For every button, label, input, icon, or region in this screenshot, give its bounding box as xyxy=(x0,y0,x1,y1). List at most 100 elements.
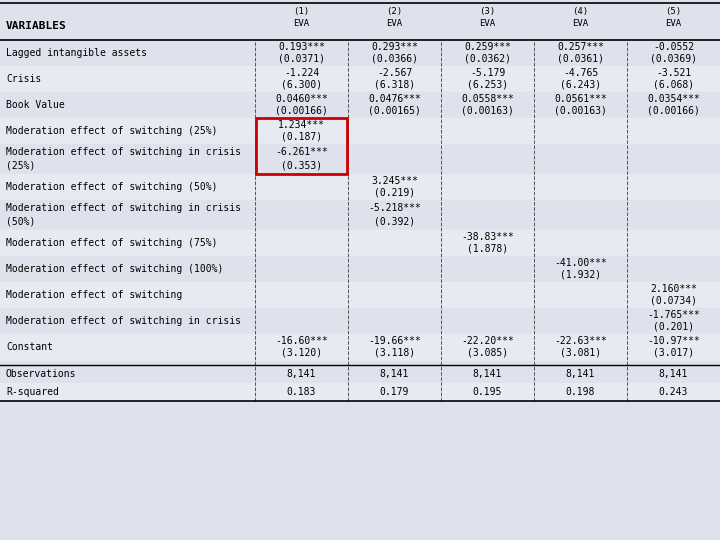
Bar xyxy=(256,118,347,174)
Text: 8,141: 8,141 xyxy=(287,369,316,379)
Text: Moderation effect of switching in crisis: Moderation effect of switching in crisis xyxy=(6,147,241,157)
Text: 0.259***: 0.259*** xyxy=(464,42,511,52)
Text: 3.245***: 3.245*** xyxy=(371,176,418,186)
Text: -5.179: -5.179 xyxy=(470,68,505,78)
Text: (3): (3) xyxy=(480,7,495,16)
Text: (3.081): (3.081) xyxy=(560,348,601,357)
Text: (6.253): (6.253) xyxy=(467,80,508,90)
Text: VARIABLES: VARIABLES xyxy=(6,21,67,31)
Text: (0.0361): (0.0361) xyxy=(557,53,604,64)
Text: EVA: EVA xyxy=(387,19,402,28)
Text: 2.160***: 2.160*** xyxy=(650,284,697,294)
Bar xyxy=(0,365,720,383)
Bar xyxy=(0,144,720,174)
Text: (0.00163): (0.00163) xyxy=(554,106,607,116)
Text: 0.0561***: 0.0561*** xyxy=(554,94,607,104)
Text: (0.392): (0.392) xyxy=(374,217,415,227)
Text: Moderation effect of switching (75%): Moderation effect of switching (75%) xyxy=(6,238,217,248)
Bar xyxy=(0,334,720,360)
Text: Observations: Observations xyxy=(6,369,76,379)
Text: (0.0369): (0.0369) xyxy=(650,53,697,64)
Text: (0.0734): (0.0734) xyxy=(650,296,697,306)
Text: (6.068): (6.068) xyxy=(653,80,694,90)
Text: -22.20***: -22.20*** xyxy=(461,336,514,346)
Text: EVA: EVA xyxy=(572,19,588,28)
Text: (0.00166): (0.00166) xyxy=(647,106,700,116)
Text: (0.00163): (0.00163) xyxy=(461,106,514,116)
Bar xyxy=(0,66,720,92)
Text: Moderation effect of switching in crisis: Moderation effect of switching in crisis xyxy=(6,204,241,213)
Text: 8,141: 8,141 xyxy=(566,369,595,379)
Text: (25%): (25%) xyxy=(6,160,35,171)
Text: (0.0362): (0.0362) xyxy=(464,53,511,64)
Text: 0.0460***: 0.0460*** xyxy=(275,94,328,104)
Text: Moderation effect of switching: Moderation effect of switching xyxy=(6,290,182,300)
Text: (3.120): (3.120) xyxy=(281,348,322,357)
Text: 0.257***: 0.257*** xyxy=(557,42,604,52)
Bar xyxy=(0,230,720,256)
Text: Moderation effect of switching (50%): Moderation effect of switching (50%) xyxy=(6,182,217,192)
Bar xyxy=(0,40,720,66)
Text: Moderation effect of switching (25%): Moderation effect of switching (25%) xyxy=(6,126,217,136)
Text: (1.878): (1.878) xyxy=(467,244,508,254)
Text: (3.118): (3.118) xyxy=(374,348,415,357)
Text: 0.293***: 0.293*** xyxy=(371,42,418,52)
Text: (6.318): (6.318) xyxy=(374,80,415,90)
Text: 0.193***: 0.193*** xyxy=(278,42,325,52)
Text: -41.00***: -41.00*** xyxy=(554,258,607,268)
Text: Book Value: Book Value xyxy=(6,100,65,110)
Text: (0.00165): (0.00165) xyxy=(368,106,421,116)
Text: -3.521: -3.521 xyxy=(656,68,691,78)
Text: 0.183: 0.183 xyxy=(287,387,316,397)
Text: (4): (4) xyxy=(572,7,588,16)
Text: Crisis: Crisis xyxy=(6,74,41,84)
Text: EVA: EVA xyxy=(480,19,495,28)
Text: (1.932): (1.932) xyxy=(560,269,601,280)
Text: 0.0558***: 0.0558*** xyxy=(461,94,514,104)
Text: (0.0366): (0.0366) xyxy=(371,53,418,64)
Text: 8,141: 8,141 xyxy=(380,369,409,379)
Text: -10.97***: -10.97*** xyxy=(647,336,700,346)
Text: Constant: Constant xyxy=(6,342,53,352)
Text: (0.201): (0.201) xyxy=(653,322,694,332)
Text: -2.567: -2.567 xyxy=(377,68,412,78)
Text: (6.300): (6.300) xyxy=(281,80,322,90)
Text: -1.765***: -1.765*** xyxy=(647,310,700,320)
Text: (0.0371): (0.0371) xyxy=(278,53,325,64)
Text: EVA: EVA xyxy=(294,19,310,28)
Text: 0.195: 0.195 xyxy=(473,387,502,397)
Text: 8,141: 8,141 xyxy=(473,369,502,379)
Text: 1.234***: 1.234*** xyxy=(278,120,325,130)
Text: -1.224: -1.224 xyxy=(284,68,319,78)
Text: 0.0354***: 0.0354*** xyxy=(647,94,700,104)
Text: (0.219): (0.219) xyxy=(374,188,415,198)
Text: -16.60***: -16.60*** xyxy=(275,336,328,346)
Bar xyxy=(0,308,720,334)
Text: Moderation effect of switching (100%): Moderation effect of switching (100%) xyxy=(6,264,223,274)
Bar xyxy=(0,92,720,118)
Text: Moderation effect of switching in crisis: Moderation effect of switching in crisis xyxy=(6,316,241,326)
Text: -5.218***: -5.218*** xyxy=(368,204,421,213)
Text: 0.179: 0.179 xyxy=(380,387,409,397)
Text: -38.83***: -38.83*** xyxy=(461,232,514,242)
Bar xyxy=(0,200,720,230)
Text: 0.243: 0.243 xyxy=(659,387,688,397)
Text: 0.0476***: 0.0476*** xyxy=(368,94,421,104)
Text: (6.243): (6.243) xyxy=(560,80,601,90)
Text: (3.017): (3.017) xyxy=(653,348,694,357)
Bar xyxy=(0,118,720,144)
Text: (50%): (50%) xyxy=(6,217,35,227)
Text: (5): (5) xyxy=(665,7,682,16)
Text: 0.198: 0.198 xyxy=(566,387,595,397)
Text: (0.00166): (0.00166) xyxy=(275,106,328,116)
Text: (0.353): (0.353) xyxy=(281,160,322,171)
Text: (3.085): (3.085) xyxy=(467,348,508,357)
Bar xyxy=(0,256,720,282)
Text: -19.66***: -19.66*** xyxy=(368,336,421,346)
Text: (0.187): (0.187) xyxy=(281,132,322,141)
Text: (2): (2) xyxy=(387,7,402,16)
Text: R-squared: R-squared xyxy=(6,387,59,397)
Text: -22.63***: -22.63*** xyxy=(554,336,607,346)
Bar xyxy=(0,282,720,308)
Text: Lagged intangible assets: Lagged intangible assets xyxy=(6,48,147,58)
